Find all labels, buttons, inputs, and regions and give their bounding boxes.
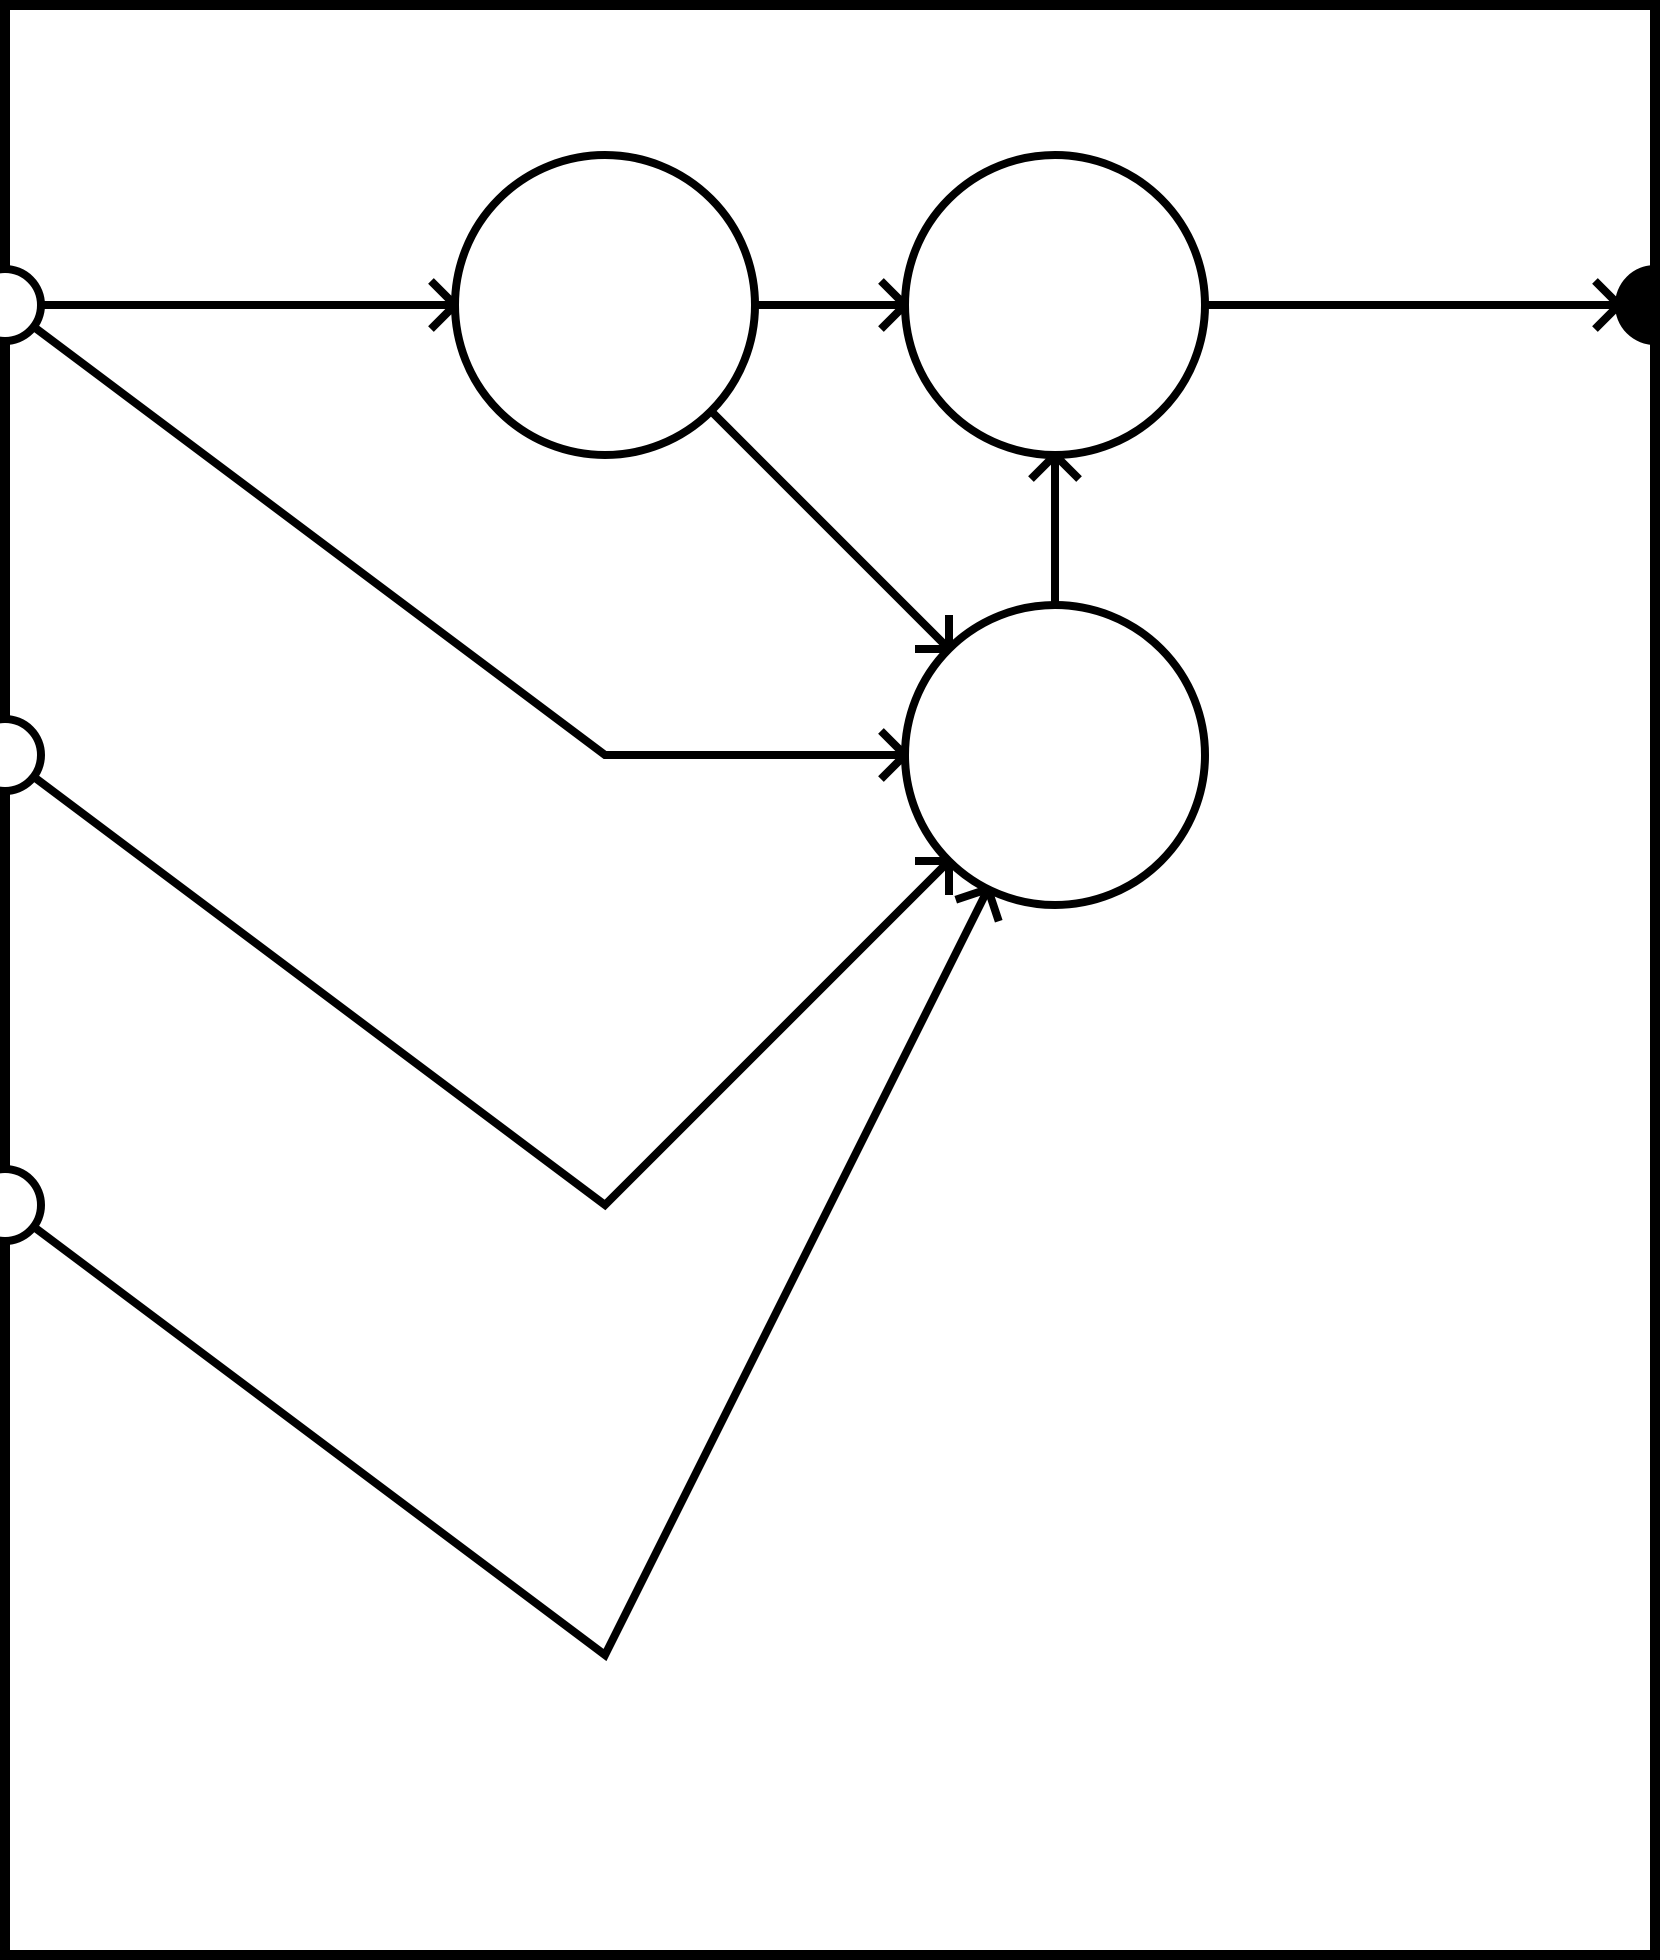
output-port-out1[interactable]	[1615, 265, 1660, 345]
edges-layer	[31, 278, 1625, 1662]
edge-n2-to-out1	[1205, 278, 1625, 332]
edge-line	[708, 408, 952, 652]
input-port-in2[interactable]	[0, 715, 45, 795]
nodes-layer	[451, 151, 1209, 909]
edge-in1-to-n3	[31, 323, 911, 782]
edge-line	[31, 773, 952, 1211]
edge-n1-to-n2	[755, 278, 911, 332]
node-n1[interactable]	[451, 151, 759, 459]
input-port-in1[interactable]	[0, 265, 45, 345]
edge-in1-to-n1	[41, 278, 461, 332]
edge-in2-to-n3	[31, 773, 953, 1211]
node-n3[interactable]	[901, 601, 1209, 909]
ports-layer	[0, 265, 1660, 1245]
edge-n3-to-n2	[1028, 449, 1082, 605]
edge-line	[31, 323, 905, 759]
edge-n1-to-n3	[708, 408, 953, 653]
input-port-in3[interactable]	[0, 1165, 45, 1245]
edge-line	[31, 887, 992, 1662]
edge-in3-to-n3	[31, 883, 1003, 1662]
node-n2[interactable]	[901, 151, 1209, 459]
